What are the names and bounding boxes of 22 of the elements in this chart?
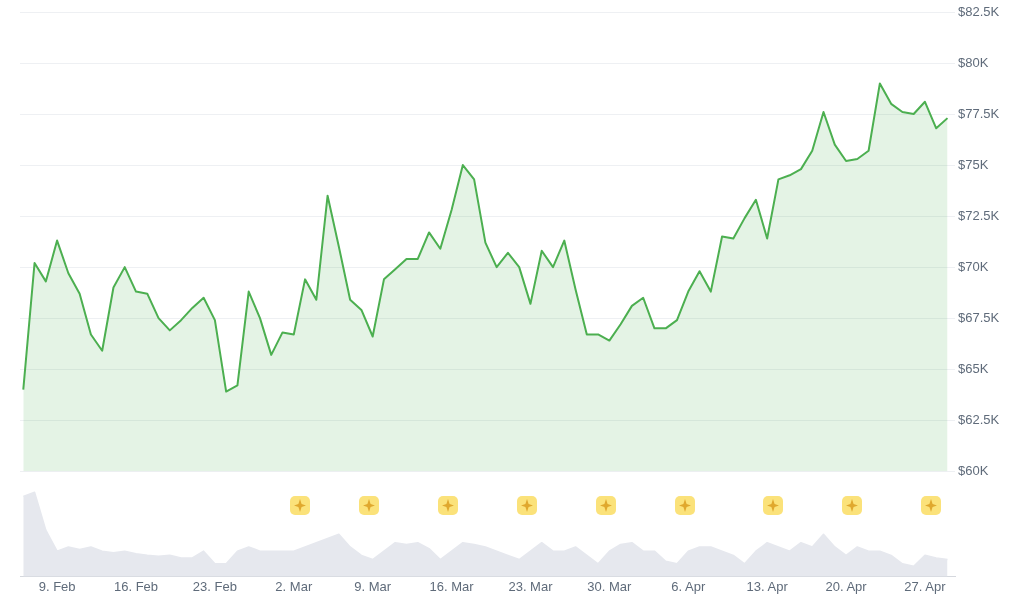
y-tick-label: $72.5K (958, 207, 1000, 223)
y-tick-label: $65K (958, 360, 989, 376)
x-tick-label: 23. Feb (192, 578, 237, 594)
y-tick-label: $80K (958, 54, 989, 70)
y-tick-label: $62.5K (958, 411, 1000, 427)
y-tick-label: $70K (958, 258, 989, 274)
x-tick-label: 27. Apr (904, 578, 947, 594)
x-tick-label: 23. Mar (508, 578, 554, 594)
x-tick-label: 16. Mar (429, 578, 475, 594)
x-tick-label: 20. Apr (825, 578, 868, 594)
y-tick-label: $75K (958, 156, 989, 172)
x-tick-label: 16. Feb (113, 578, 159, 594)
y-tick-label: $67.5K (958, 309, 1000, 325)
x-tick-label: 30. Mar (587, 578, 633, 594)
x-tick-label: 13. Apr (746, 578, 789, 594)
y-tick-label: $60K (958, 462, 989, 478)
x-tick-label: 2. Mar (275, 578, 313, 594)
x-tick-label: 9. Mar (354, 578, 392, 594)
x-tick-label: 9. Feb (38, 578, 76, 594)
x-tick-label: 6. Apr (671, 578, 706, 594)
y-tick-label: $82.5K (958, 3, 1000, 19)
y-tick-label: $77.5K (958, 105, 1000, 121)
